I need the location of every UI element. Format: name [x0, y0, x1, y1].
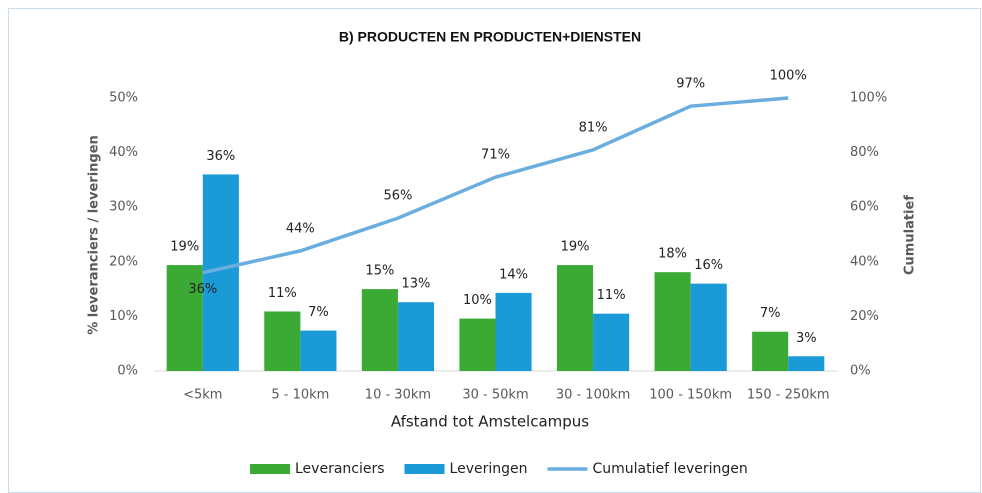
data-label: 15%: [365, 264, 394, 279]
y2-tick-label: 40%: [850, 254, 879, 269]
data-label: 81%: [579, 120, 608, 135]
x-tick-label: 100 - 150km: [649, 388, 732, 403]
bar: [690, 283, 727, 371]
x-tick-label: 5 - 10km: [271, 388, 329, 403]
data-label: 7%: [308, 305, 329, 320]
data-label: 19%: [561, 240, 590, 255]
x-axis-title: Afstand tot Amstelcampus: [391, 413, 589, 431]
data-label: 56%: [383, 189, 412, 204]
legend-label: Leveringen: [450, 461, 528, 477]
y-axis-title: % leveranciers / leveringen: [87, 135, 102, 335]
data-label: 36%: [188, 282, 217, 297]
legend-swatch: [404, 464, 445, 474]
bar: [397, 302, 435, 371]
bar: [654, 272, 691, 371]
chart-frame: [8, 8, 981, 493]
data-label: 97%: [676, 77, 705, 92]
data-label: 71%: [481, 148, 510, 163]
y2-axis-title: Cumulatief: [903, 195, 918, 275]
data-label: 36%: [206, 149, 235, 164]
data-label: 3%: [796, 331, 817, 346]
legend-label: Leveranciers: [295, 461, 385, 477]
data-label: 7%: [760, 306, 781, 321]
chart-title: B) PRODUCTEN EN PRODUCTEN+DIENSTEN: [339, 29, 641, 45]
bar: [752, 331, 789, 371]
y2-tick-label: 100%: [850, 91, 887, 106]
data-label: 13%: [402, 277, 431, 292]
x-tick-label: 30 - 100km: [556, 388, 631, 403]
x-tick-label: 30 - 50km: [462, 388, 528, 403]
bar: [300, 330, 337, 371]
bar: [166, 265, 203, 371]
y-tick-label: 20%: [109, 254, 138, 269]
bar: [495, 292, 532, 371]
y-tick-label: 40%: [109, 145, 138, 160]
y-tick-label: 10%: [109, 309, 138, 324]
data-label: 11%: [268, 286, 297, 301]
data-label: 19%: [170, 240, 199, 255]
data-label: 11%: [597, 288, 626, 303]
y2-tick-label: 60%: [850, 200, 879, 215]
data-label: 44%: [286, 221, 315, 236]
bar: [361, 289, 398, 371]
y-tick-label: 50%: [109, 91, 138, 106]
y2-tick-label: 0%: [850, 364, 871, 379]
x-tick-label: <5km: [183, 388, 222, 403]
y-tick-label: 30%: [109, 200, 138, 215]
data-label: 100%: [770, 69, 807, 84]
y2-tick-label: 80%: [850, 145, 879, 160]
data-label: 16%: [694, 258, 723, 273]
bar: [593, 313, 630, 371]
bar: [459, 318, 496, 371]
x-tick-label: 10 - 30km: [365, 388, 431, 403]
x-tick-label: 150 - 250km: [747, 388, 830, 403]
bar: [788, 356, 825, 371]
bar: [264, 311, 301, 371]
legend-label: Cumulatief leveringen: [593, 461, 748, 477]
y2-tick-label: 20%: [850, 309, 879, 324]
line: [202, 96, 789, 275]
legend-swatch: [250, 464, 290, 474]
data-label: 18%: [658, 247, 687, 262]
bar: [556, 265, 594, 371]
data-label: 14%: [499, 267, 528, 282]
y-tick-label: 0%: [117, 364, 138, 379]
data-label: 10%: [463, 293, 492, 308]
